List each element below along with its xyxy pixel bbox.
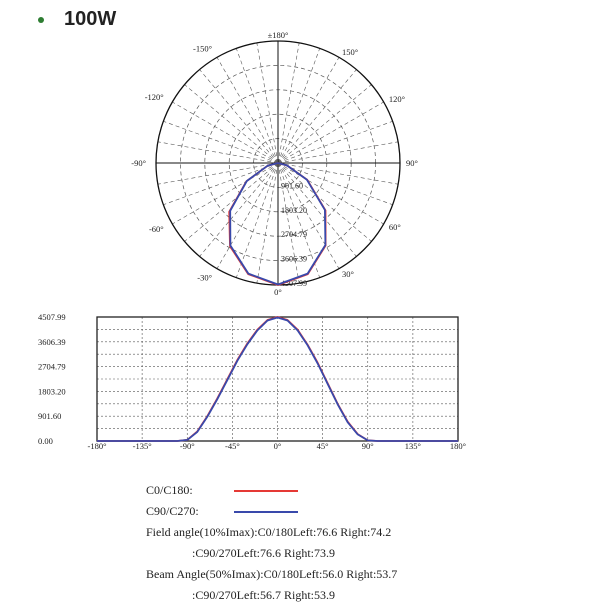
y-tick-label: 0.00 (38, 436, 53, 446)
page-title: 100W (64, 8, 117, 30)
field-angle-c90: :C90/270Left:76.6 Right:73.9 (192, 546, 335, 560)
beam-angle-c90: :C90/270Left:56.7 Right:53.9 (192, 588, 335, 602)
polar-spoke (163, 120, 279, 164)
x-tick-label: 45° (317, 441, 329, 451)
polar-radial-label: 901.60 (281, 181, 303, 190)
legend-line-c90 (234, 510, 298, 513)
x-tick-label: 135° (405, 441, 421, 451)
polar-angle-label: 120° (389, 94, 405, 104)
polar-spoke (277, 84, 372, 164)
polar-spoke (157, 141, 279, 164)
polar-spoke (277, 162, 357, 257)
polar-spoke (277, 57, 340, 164)
polar-angle-label: 150° (342, 47, 358, 57)
polar-spoke (199, 69, 279, 164)
polar-spoke (199, 162, 279, 257)
polar-spoke (277, 120, 393, 164)
polar-spoke (235, 48, 279, 164)
legend-label-c0: C0/C180: (146, 483, 193, 497)
polar-spoke (277, 101, 384, 164)
polar-spoke (172, 162, 279, 225)
polar-angle-label: 90° (406, 158, 418, 168)
x-tick-label: 90° (362, 441, 374, 451)
polar-spoke (277, 141, 399, 164)
polar-angle-label: ±180° (268, 30, 289, 40)
polar-angle-label: -30° (197, 272, 212, 282)
field-angle-c0: Field angle(10%Imax):C0/180Left:76.6 Rig… (146, 525, 392, 539)
x-tick-label: 0° (274, 441, 282, 451)
polar-spoke (256, 162, 279, 284)
polar-radial-label: 2704.79 (281, 230, 307, 239)
polar-spoke (277, 162, 393, 206)
y-tick-label: 1803.20 (38, 386, 66, 396)
header: 100W (38, 8, 116, 31)
y-tick-label: 4507.99 (38, 312, 66, 322)
x-tick-label: -45° (225, 441, 240, 451)
polar-spoke (216, 57, 279, 164)
polar-spoke (277, 162, 300, 284)
polar-series-c90 (229, 162, 327, 286)
polar-spoke (277, 162, 384, 225)
legend-row-c0: C0/C180: (146, 480, 397, 501)
polar-angle-label: -120° (145, 92, 164, 102)
polar-spoke (277, 162, 340, 269)
line-series-c90 (97, 316, 458, 442)
polar-spoke (184, 162, 279, 242)
polar-chart: -150° -120° -90° -60° -30° 150° 120° 90° 60° 30° ±… (131, 30, 418, 297)
polar-spoke (277, 42, 300, 164)
polar-spoke (277, 162, 321, 278)
polar-spoke (256, 42, 279, 164)
polar-spoke (184, 84, 279, 164)
polar-angle-label: 30° (342, 269, 354, 279)
polar-angle-label: 0° (274, 287, 282, 297)
polar-spoke (277, 48, 321, 164)
polar-angle-label: -90° (131, 158, 146, 168)
polar-radial-label: 1803.20 (281, 206, 307, 215)
legend-row-c90: C90/C270: (146, 501, 397, 522)
bullet-icon (38, 16, 44, 23)
polar-radial-label: 4507.99 (281, 279, 307, 288)
x-tick-label: 180° (450, 441, 466, 451)
polar-radial-label: 3606.39 (281, 255, 307, 264)
legend-line-c0 (234, 489, 298, 492)
x-tick-label: -180° (88, 441, 107, 451)
polar-angle-label: -150° (193, 44, 212, 54)
polar-spoke (277, 162, 372, 242)
y-tick-label: 901.60 (38, 411, 61, 421)
x-tick-label: -135° (133, 441, 152, 451)
polar-spoke (163, 162, 279, 206)
polar-spoke (235, 162, 279, 278)
polar-spoke (216, 162, 279, 269)
polar-spoke (157, 162, 279, 185)
legend: C0/C180: C90/C270: Field angle(10%Imax):… (146, 480, 397, 606)
polar-spoke (277, 162, 399, 185)
beam-angle-c0: Beam Angle(50%Imax):C0/180Left:56.0 Righ… (146, 567, 398, 581)
y-tick-label: 3606.39 (38, 337, 66, 347)
polar-spoke (172, 101, 279, 164)
x-tick-label: -90° (180, 441, 195, 451)
polar-spoke (277, 69, 357, 164)
y-tick-label: 2704.79 (38, 362, 66, 372)
linear-chart: 0.00 901.60 1803.20 2704.79 3606.39 4507.99 -1… (38, 312, 466, 451)
legend-label-c90: C90/C270: (146, 504, 199, 518)
polar-angle-label: 60° (389, 222, 401, 232)
polar-angle-label: -60° (149, 224, 164, 234)
